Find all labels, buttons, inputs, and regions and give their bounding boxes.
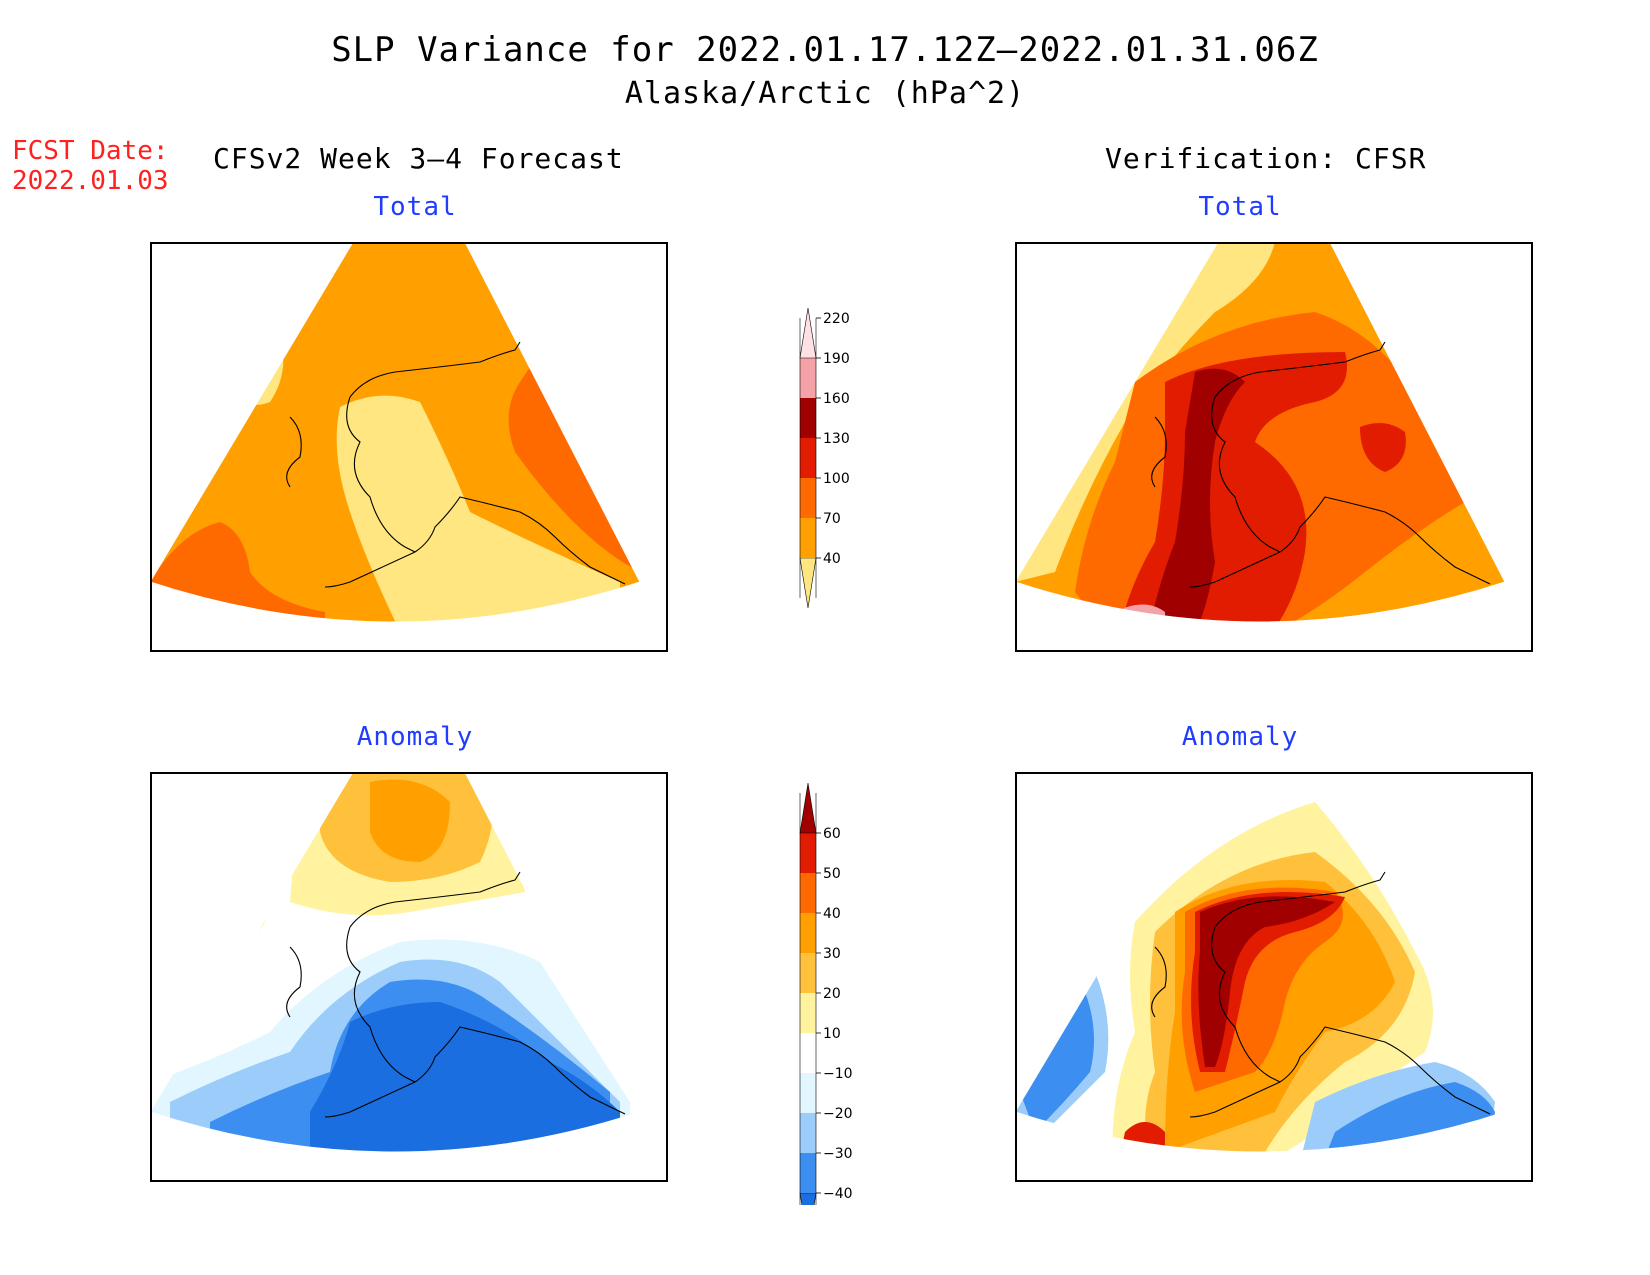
total-colorbar-swatch-2 xyxy=(800,478,816,518)
anomaly-colorbar-swatch-8 xyxy=(800,873,816,913)
total-colorbar-label: 130 xyxy=(823,431,850,447)
anomaly-colorbar-label: 20 xyxy=(823,986,841,1002)
anomaly-colorbar-swatch-4 xyxy=(800,1033,816,1073)
verification-anomaly-subtitle: Anomaly xyxy=(1181,722,1299,752)
verification-total-coastline xyxy=(1151,341,1491,588)
main-subtitle: Alaska/Arctic (hPa^2) xyxy=(624,76,1026,111)
verification-total-map xyxy=(1015,242,1533,652)
anomaly-colorbar-label: 40 xyxy=(823,906,841,922)
anomaly-colorbar-label: −20 xyxy=(823,1106,853,1122)
total-colorbar-swatch-5 xyxy=(800,358,816,398)
forecast-total-contours xyxy=(150,242,640,622)
total-colorbar: 40 70 100 130 160 190 220 xyxy=(799,307,850,609)
forecast-total-coastline xyxy=(286,341,626,588)
forecast-column-heading: CFSv2 Week 3—4 Forecast xyxy=(213,142,624,175)
anomaly-colorbar-label: 10 xyxy=(823,1026,841,1042)
anomaly-colorbar-swatch-3 xyxy=(800,1073,816,1113)
anomaly-colorbar-label: 50 xyxy=(823,866,841,882)
verification-anomaly-coastline xyxy=(1151,871,1491,1118)
forecast-anomaly-subtitle: Anomaly xyxy=(356,722,474,752)
anomaly-colorbar-swatch-6 xyxy=(800,953,816,993)
anomaly-colorbar-label: −30 xyxy=(823,1146,853,1162)
forecast-total-subtitle: Total xyxy=(373,192,457,222)
total-colorbar-label: 100 xyxy=(823,471,850,487)
total-colorbar-swatch-1 xyxy=(800,518,816,558)
anomaly-colorbar-label: −40 xyxy=(823,1186,853,1202)
total-colorbar-label: 190 xyxy=(823,351,850,367)
forecast-date-label: FCST Date: xyxy=(12,136,169,166)
anomaly-colorbar-swatch-0 xyxy=(799,1192,817,1205)
total-colorbar-label: 160 xyxy=(823,391,850,407)
anomaly-colorbar-swatch-10 xyxy=(799,782,817,834)
anomaly-colorbar-label: 30 xyxy=(823,946,841,962)
verification-total-contours xyxy=(1015,242,1505,622)
total-colorbar-label: 70 xyxy=(823,511,841,527)
forecast-date-value: 2022.01.03 xyxy=(12,166,169,196)
anomaly-colorbar: −40 −30 −20 −10 10 20 30 40 50 60 xyxy=(799,782,853,1205)
total-colorbar-swatch-6 xyxy=(799,307,817,359)
total-colorbar-label: 40 xyxy=(823,551,841,567)
anomaly-colorbar-swatch-7 xyxy=(800,913,816,953)
total-colorbar-swatch-3 xyxy=(800,438,816,478)
anomaly-colorbar-label: 60 xyxy=(823,826,841,842)
verification-anomaly-contours xyxy=(1015,772,1505,1152)
forecast-total-map xyxy=(150,242,668,652)
total-colorbar-label: 220 xyxy=(823,311,850,327)
verification-total-subtitle: Total xyxy=(1198,192,1282,222)
forecast-anomaly-contours xyxy=(150,772,640,1152)
anomaly-colorbar-label: −10 xyxy=(823,1066,853,1082)
verification-column-heading: Verification: CFSR xyxy=(1105,142,1427,175)
main-title: SLP Variance for 2022.01.17.12Z—2022.01.… xyxy=(331,30,1319,70)
forecast-anomaly-coastline xyxy=(286,871,626,1118)
total-colorbar-swatch-4 xyxy=(800,398,816,438)
anomaly-colorbar-swatch-1 xyxy=(800,1153,816,1193)
anomaly-colorbar-swatch-5 xyxy=(800,993,816,1033)
total-colorbar-swatch-0 xyxy=(799,557,817,609)
anomaly-colorbar-swatch-2 xyxy=(800,1113,816,1153)
anomaly-colorbar-swatch-9 xyxy=(800,833,816,873)
verification-anomaly-map xyxy=(1015,772,1533,1182)
forecast-anomaly-map xyxy=(150,772,668,1182)
